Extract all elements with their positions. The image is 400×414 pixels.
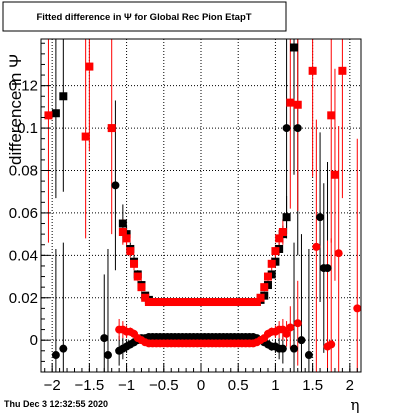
y-tick-label: 0.08 [9, 163, 38, 180]
data-point-circle [316, 213, 325, 222]
data-point-circle [282, 124, 291, 133]
data-point-square [271, 247, 280, 256]
data-point-square [118, 228, 127, 237]
data-point-square [275, 234, 284, 243]
y-tick-label: 0.02 [9, 290, 38, 307]
data-point-square [282, 213, 291, 222]
data-point-square [293, 100, 302, 109]
data-point-circle [111, 181, 120, 190]
data-point-square [278, 228, 287, 237]
data-point-square [267, 259, 276, 268]
x-tick-label: 0.5 [228, 377, 249, 394]
x-tick-label: 1.5 [302, 377, 323, 394]
data-point-circle [290, 344, 299, 353]
data-point-square [107, 124, 116, 133]
data-point-square [308, 66, 317, 75]
data-point-circle [353, 304, 362, 313]
y-tick-label: 0.1 [17, 120, 38, 137]
data-point-square [256, 293, 265, 302]
data-point-square [130, 259, 139, 268]
data-point-square [126, 247, 135, 256]
data-point-square [290, 43, 299, 52]
data-point-circle [304, 351, 313, 360]
title-frame [2, 1, 287, 32]
y-tick-label: 0.06 [9, 205, 38, 222]
data-point-square [263, 272, 272, 281]
data-point-square [59, 92, 68, 101]
data-point-circle [59, 344, 68, 353]
tick-labels: −2 −1.5 −1 −0.5 0 0.5 1 1.5 2 0 0.02 0.04 0.06 0.08 0.… [9, 78, 354, 394]
data-point-square [330, 170, 339, 179]
chart-title: Fitted difference in Ψ for Global Rec Pi… [36, 12, 251, 23]
data-point-circle [278, 344, 287, 353]
data-point-circle [103, 351, 112, 360]
data-point-square [133, 272, 142, 281]
x-tick-label: 0 [197, 377, 205, 394]
data-point-square [327, 111, 336, 120]
y-axis-label: difference in Ψ [6, 54, 25, 165]
data-point-circle [51, 351, 60, 360]
data-point-circle [100, 334, 109, 343]
data-point-square [118, 219, 127, 228]
data-point-square [85, 62, 94, 71]
data-point-circle [297, 336, 306, 345]
data-point-circle [293, 124, 302, 133]
footer-timestamp: Thu Dec 3 12:32:55 2020 [4, 399, 109, 409]
x-tick-label: −2 [44, 377, 61, 394]
data-point-square [252, 298, 261, 307]
data-point-square [141, 293, 150, 302]
data-point-circle [293, 319, 302, 328]
data-point-circle [312, 242, 321, 251]
data-point-circle [327, 340, 336, 349]
data-point-square [137, 283, 146, 292]
y-tick-label: 0.12 [9, 78, 38, 95]
data-point-square [286, 98, 295, 107]
data-point-circle [334, 249, 343, 258]
data-point-square [122, 234, 131, 243]
x-tick-label: −0.5 [149, 377, 179, 394]
data-point-circle [323, 264, 332, 273]
data-point-square [260, 283, 269, 292]
data-point-square [338, 66, 347, 75]
data-point-circle [286, 323, 295, 332]
x-tick-label: −1.5 [75, 377, 105, 394]
data-point-square [44, 111, 53, 120]
title-box: Fitted difference in Ψ for Global Rec Pi… [2, 1, 287, 32]
x-axis-label: η [351, 396, 360, 414]
axis-ticks [41, 42, 358, 372]
y-tick-label: 0.04 [9, 247, 38, 264]
data-point-square [81, 132, 90, 141]
x-tick-label: 2 [346, 377, 354, 394]
y-tick-label: 0 [30, 332, 38, 349]
data-point-circle [282, 329, 291, 338]
x-tick-label: 1 [271, 377, 279, 394]
x-tick-label: −1 [118, 377, 135, 394]
data-point-square [51, 109, 60, 118]
data-markers [44, 43, 362, 360]
